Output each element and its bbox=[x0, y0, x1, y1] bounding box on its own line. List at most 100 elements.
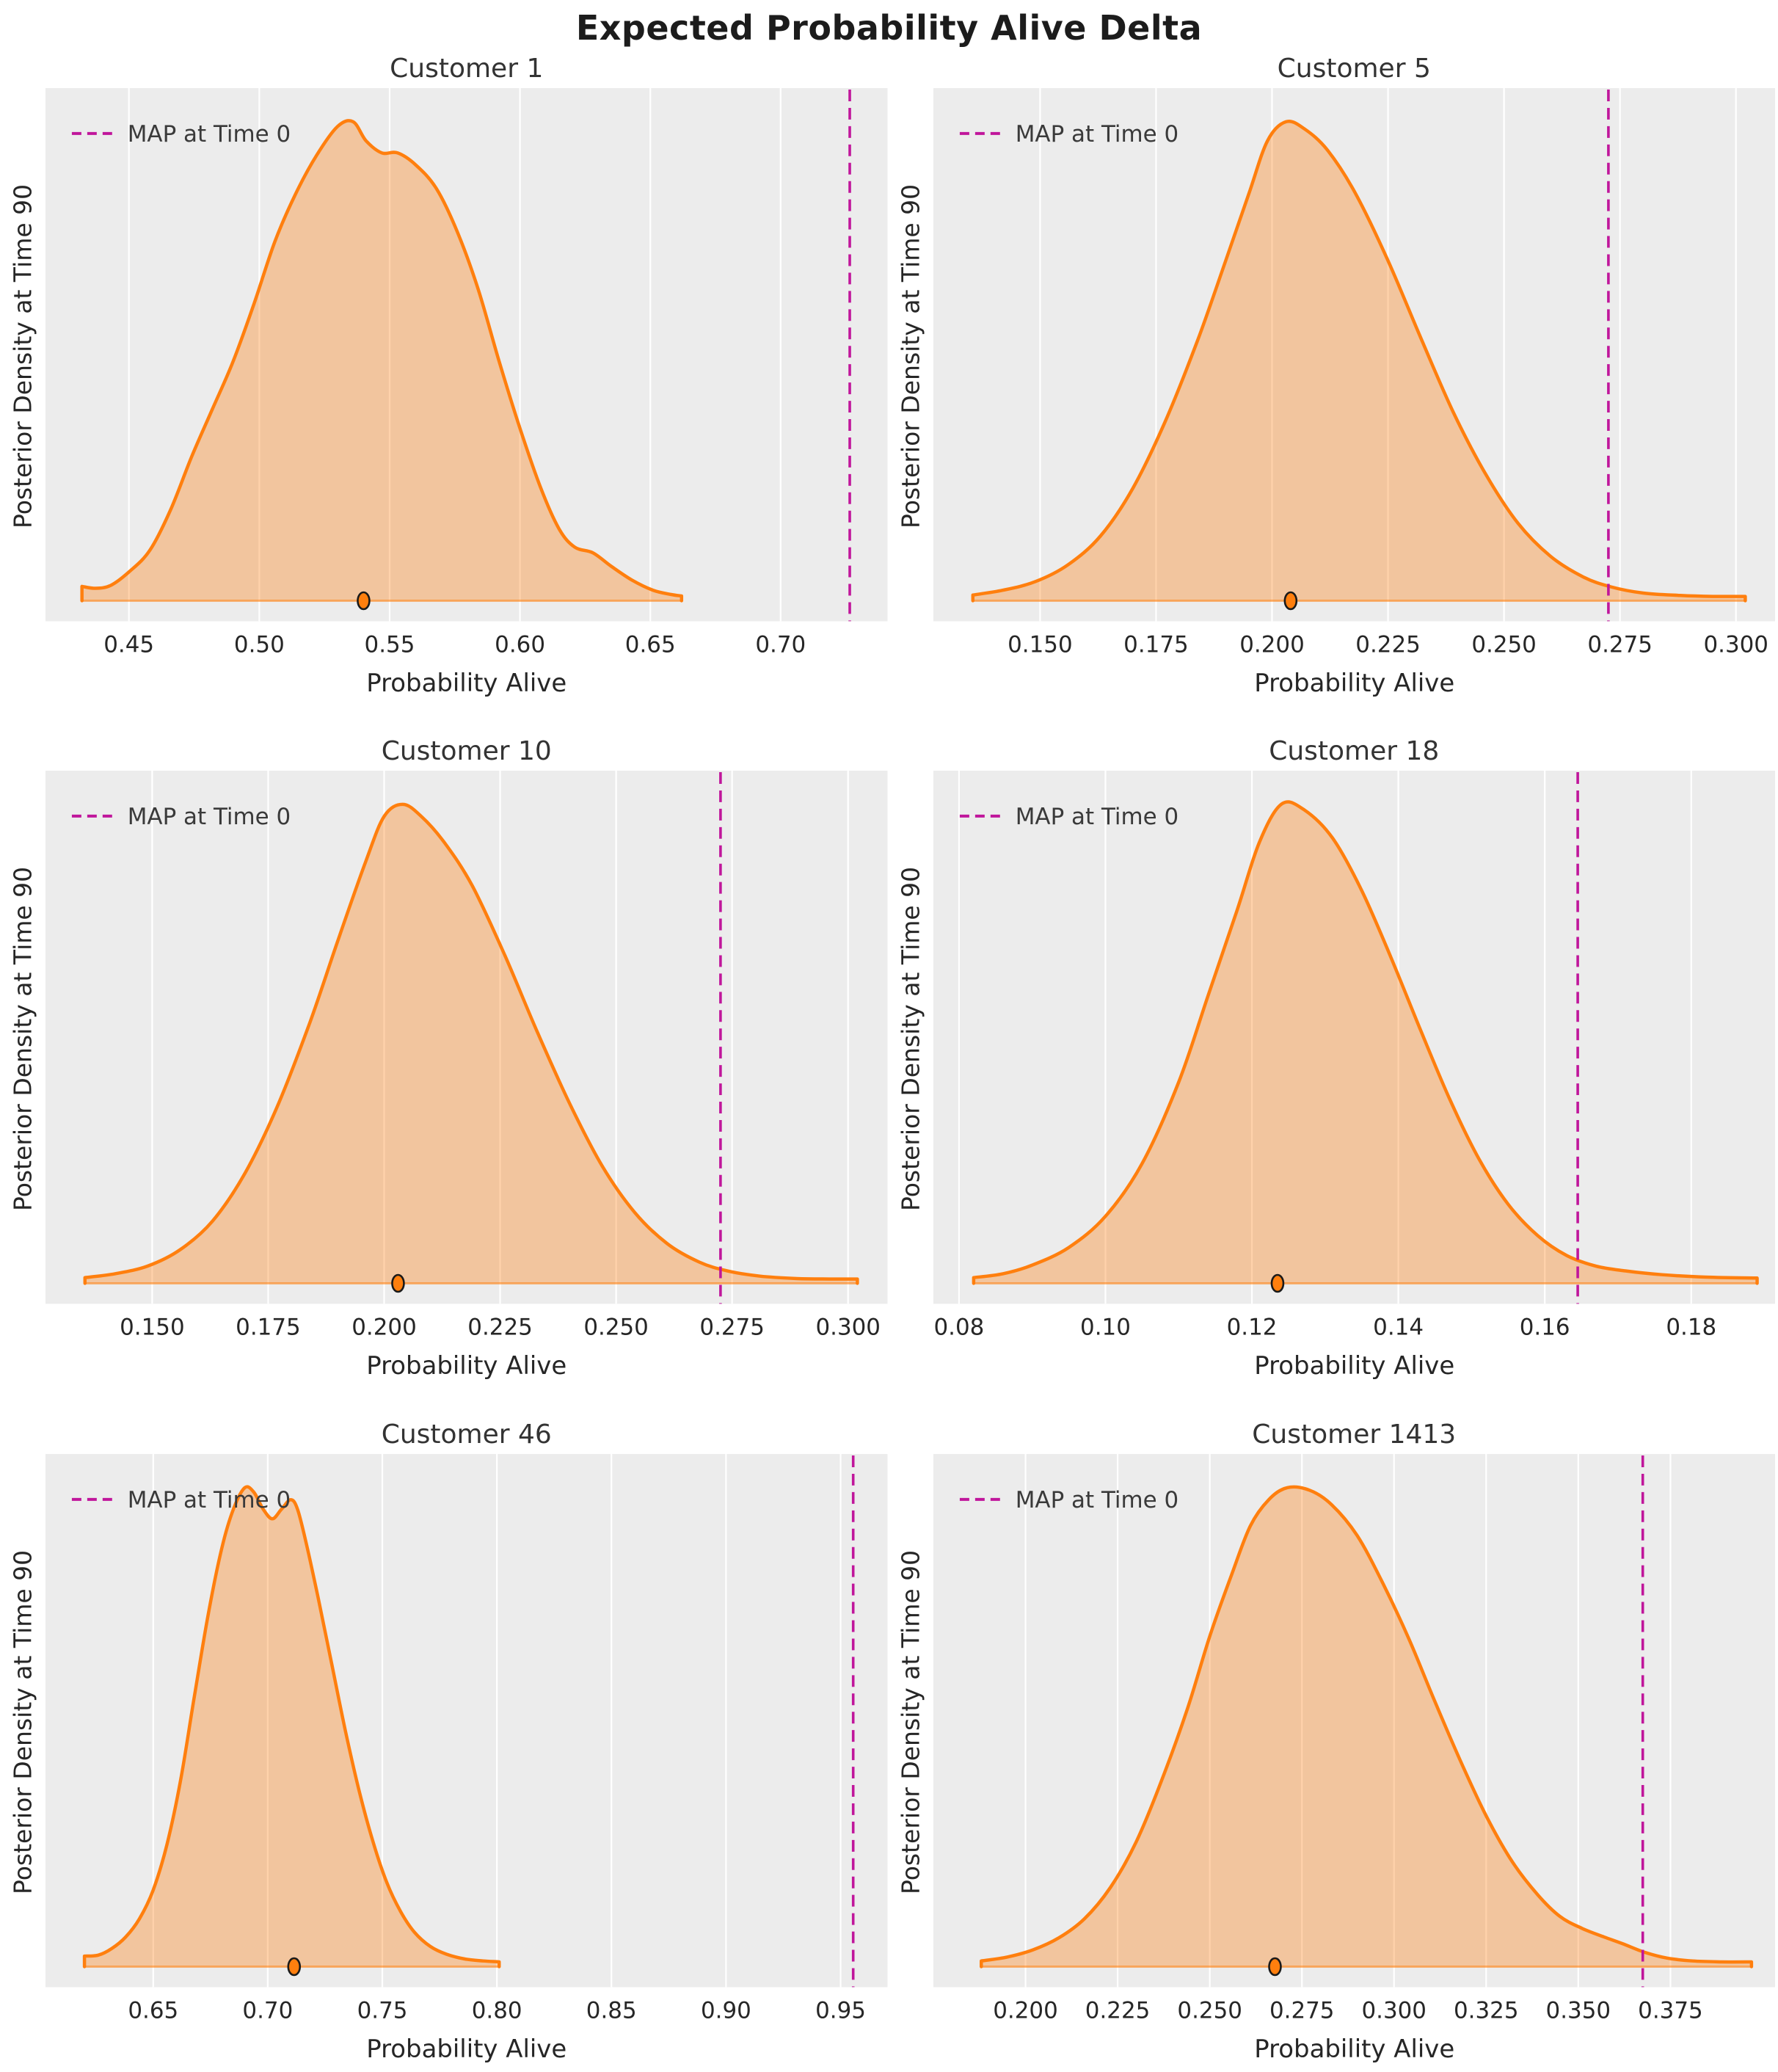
density-fill bbox=[972, 121, 1745, 601]
figure-suptitle: Expected Probability Alive Delta bbox=[575, 8, 1203, 48]
subplot-customer-18: Customer 18 Posterior Density at Time 90… bbox=[888, 735, 1775, 1384]
subplot-title: Customer 18 bbox=[1269, 736, 1440, 767]
density-fill bbox=[973, 801, 1757, 1284]
density-plot-canvas: MAP at Time 0 0.150 0.175 0.200 0.225 0.250 0.… bbox=[933, 88, 1775, 697]
y-axis-label: Posterior Density at Time 90 bbox=[896, 1549, 925, 1894]
expected-value-marker bbox=[1283, 591, 1297, 611]
density-curve bbox=[972, 800, 1759, 1286]
density-fill bbox=[81, 120, 682, 601]
x-axis-title: Probability Alive bbox=[1254, 2035, 1454, 2063]
x-tick-label: 0.65 bbox=[128, 1997, 178, 2024]
x-axis-title: Probability Alive bbox=[366, 669, 566, 697]
x-tick-label: 0.200 bbox=[993, 1997, 1058, 2024]
x-tick-label: 0.85 bbox=[586, 1997, 637, 2024]
y-axis-label: Posterior Density at Time 90 bbox=[8, 183, 37, 528]
legend-map-label: MAP at Time 0 bbox=[1015, 1487, 1178, 1513]
y-axis-label: Posterior Density at Time 90 bbox=[8, 866, 37, 1211]
density-plot-canvas: MAP at Time 0 0.08 0.10 0.12 0.14 0.16 0.18 Pro… bbox=[933, 771, 1775, 1381]
legend-map-label: MAP at Time 0 bbox=[1015, 121, 1178, 148]
subplot-customer-1: Customer 1 Posterior Density at Time 90 … bbox=[0, 53, 888, 702]
legend-map-label: MAP at Time 0 bbox=[128, 121, 291, 148]
expected-value-marker bbox=[357, 591, 371, 611]
x-tick-label: 0.275 bbox=[1269, 1997, 1334, 2024]
x-tick-label: 0.175 bbox=[1123, 631, 1189, 658]
subplot-customer-1413: Customer 1413 Posterior Density at Time … bbox=[888, 1419, 1775, 2068]
legend-map-label: MAP at Time 0 bbox=[1015, 804, 1178, 830]
x-tick-label: 0.10 bbox=[1080, 1315, 1131, 1341]
density-curve bbox=[82, 1485, 501, 1969]
x-tick-label: 0.12 bbox=[1226, 1315, 1277, 1341]
density-fill bbox=[84, 1486, 500, 1967]
expected-value-marker bbox=[287, 1957, 302, 1977]
legend-map-label: MAP at Time 0 bbox=[128, 1487, 291, 1513]
subplot-row-3: Customer 46 Posterior Density at Time 90… bbox=[0, 1419, 1775, 2068]
subplot-row-1: Customer 1 Posterior Density at Time 90 … bbox=[0, 53, 1775, 702]
axes-background bbox=[933, 1453, 1775, 1988]
density-fill bbox=[980, 1486, 1752, 1967]
x-tick-label: 0.225 bbox=[467, 1315, 533, 1341]
x-tick-label: 0.300 bbox=[1703, 631, 1768, 658]
x-tick-label: 0.275 bbox=[1587, 631, 1653, 658]
x-tick-label: 0.225 bbox=[1085, 1997, 1150, 2024]
x-tick-label: 0.275 bbox=[699, 1315, 765, 1341]
x-tick-label: 0.65 bbox=[625, 631, 676, 658]
x-tick-label: 0.225 bbox=[1355, 631, 1421, 658]
expected-value-marker bbox=[1267, 1957, 1282, 1977]
x-tick-label: 0.250 bbox=[1471, 631, 1537, 658]
x-tick-label: 0.80 bbox=[472, 1997, 522, 2024]
density-curve bbox=[80, 119, 684, 603]
x-tick-label: 0.150 bbox=[120, 1315, 185, 1341]
x-tick-label: 0.70 bbox=[755, 631, 806, 658]
x-tick-label: 0.18 bbox=[1666, 1315, 1716, 1341]
density-curve bbox=[971, 120, 1747, 603]
subplot-customer-5: Customer 5 Posterior Density at Time 90 … bbox=[888, 53, 1775, 702]
subplot-title: Customer 10 bbox=[381, 736, 552, 767]
subplot-title: Customer 46 bbox=[381, 1419, 552, 1450]
x-tick-label: 0.75 bbox=[357, 1997, 408, 2024]
density-curve bbox=[83, 803, 859, 1286]
x-tick-label: 0.16 bbox=[1519, 1315, 1570, 1341]
y-axis-label: Posterior Density at Time 90 bbox=[896, 183, 925, 528]
x-tick-label: 0.300 bbox=[815, 1315, 881, 1341]
x-tick-label: 0.45 bbox=[103, 631, 154, 658]
density-plot-canvas: MAP at Time 0 0.65 0.70 0.75 0.80 0.85 0.90 0.9… bbox=[45, 1453, 888, 2063]
x-axis-title: Probability Alive bbox=[1254, 669, 1454, 697]
axes-background bbox=[933, 771, 1775, 1304]
x-tick-label: 0.200 bbox=[351, 1315, 417, 1341]
subplot-grid: Customer 1 Posterior Density at Time 90 … bbox=[0, 53, 1778, 2072]
axes-background bbox=[933, 88, 1775, 622]
axes-background bbox=[45, 88, 888, 622]
x-tick-label: 0.375 bbox=[1638, 1997, 1703, 2024]
density-plot-canvas: MAP at Time 0 0.200 0.225 0.250 0.275 0.300 0.… bbox=[933, 1453, 1775, 2063]
x-tick-label: 0.350 bbox=[1545, 1997, 1611, 2024]
subplot-title: Customer 1413 bbox=[1252, 1419, 1457, 1450]
expected-value-marker bbox=[391, 1274, 405, 1293]
subplot-title: Customer 5 bbox=[1277, 54, 1431, 84]
x-tick-label: 0.08 bbox=[933, 1315, 984, 1341]
x-tick-label: 0.90 bbox=[701, 1997, 751, 2024]
x-tick-label: 0.95 bbox=[815, 1997, 866, 2024]
subplot-title: Customer 1 bbox=[390, 54, 544, 84]
axes-background bbox=[45, 1453, 888, 1988]
x-tick-label: 0.70 bbox=[242, 1997, 293, 2024]
x-tick-label: 0.14 bbox=[1373, 1315, 1424, 1341]
x-tick-label: 0.60 bbox=[495, 631, 545, 658]
x-tick-label: 0.55 bbox=[365, 631, 415, 658]
density-fill bbox=[84, 804, 858, 1284]
density-plot-canvas: MAP at Time 0 0.45 0.50 0.55 0.60 0.65 0.70 Pro… bbox=[45, 88, 888, 697]
density-curve bbox=[979, 1485, 1753, 1969]
x-axis-title: Probability Alive bbox=[366, 2035, 566, 2063]
x-tick-label: 0.175 bbox=[236, 1315, 301, 1341]
y-axis-label: Posterior Density at Time 90 bbox=[8, 1549, 37, 1894]
x-tick-label: 0.50 bbox=[234, 631, 285, 658]
subplot-customer-10: Customer 10 Posterior Density at Time 90… bbox=[0, 735, 888, 1384]
subplot-customer-46: Customer 46 Posterior Density at Time 90… bbox=[0, 1419, 888, 2068]
x-tick-label: 0.325 bbox=[1453, 1997, 1518, 2024]
x-tick-label: 0.250 bbox=[1177, 1997, 1242, 2024]
x-axis-title: Probability Alive bbox=[366, 1352, 566, 1381]
y-axis-label: Posterior Density at Time 90 bbox=[896, 866, 925, 1211]
x-tick-label: 0.150 bbox=[1008, 631, 1073, 658]
x-axis-title: Probability Alive bbox=[1254, 1352, 1454, 1381]
x-tick-label: 0.300 bbox=[1361, 1997, 1427, 2024]
